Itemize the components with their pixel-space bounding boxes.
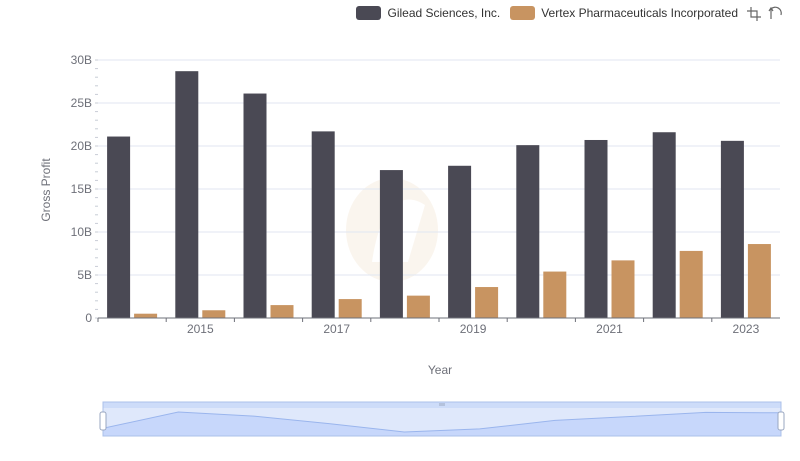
- data-zoom-right-handle[interactable]: [777, 411, 785, 431]
- legend-swatch-vertex: [510, 6, 536, 20]
- legend-label-vertex: Vertex Pharmaceuticals Incorporated: [541, 6, 738, 20]
- bar-gilead-2023[interactable]: [720, 140, 744, 318]
- x-tick-label: 2023: [733, 322, 760, 336]
- data-zoom-move-handle-icon[interactable]: [439, 403, 445, 406]
- bar-series: [107, 71, 771, 319]
- bar-vertex-2023[interactable]: [747, 244, 771, 318]
- zoom-icon[interactable]: [746, 6, 762, 22]
- y-tick-label: 10B: [71, 225, 92, 239]
- bar-vertex-2017[interactable]: [338, 299, 362, 318]
- legend-swatch-gilead: [356, 6, 382, 20]
- bar-vertex-2014[interactable]: [134, 313, 158, 318]
- bar-gilead-2019[interactable]: [448, 165, 472, 318]
- bar-vertex-2015[interactable]: [202, 310, 226, 318]
- bar-gilead-2017[interactable]: [311, 131, 335, 318]
- data-zoom-slider[interactable]: [99, 401, 785, 437]
- y-gridlines: [98, 59, 780, 276]
- legend-item-gilead[interactable]: Gilead Sciences, Inc.: [356, 6, 500, 20]
- toolbox: [746, 6, 784, 22]
- bar-gilead-2018[interactable]: [379, 170, 403, 318]
- x-tick-label: 2015: [187, 322, 214, 336]
- x-tick-label: 2019: [460, 322, 487, 336]
- legend-item-vertex[interactable]: Vertex Pharmaceuticals Incorporated: [510, 6, 738, 20]
- x-tick-labels: 2015 2017 2019 2021 2023: [187, 322, 760, 336]
- data-zoom-selection[interactable]: [102, 401, 782, 437]
- legend-label-gilead: Gilead Sciences, Inc.: [387, 6, 501, 20]
- y-tick-label: 25B: [71, 96, 92, 110]
- x-tick-label: 2021: [596, 322, 623, 336]
- bar-gilead-2021[interactable]: [584, 139, 608, 318]
- bar-vertex-2018[interactable]: [406, 295, 430, 318]
- bar-vertex-2022[interactable]: [679, 250, 703, 318]
- bar-vertex-2020[interactable]: [543, 271, 567, 318]
- data-zoom-left-handle[interactable]: [99, 411, 107, 431]
- bar-gilead-2020[interactable]: [516, 145, 540, 318]
- bar-gilead-2015[interactable]: [175, 71, 199, 319]
- axes: [95, 59, 780, 322]
- y-tick-label: 15B: [71, 182, 92, 196]
- bar-vertex-2019[interactable]: [475, 287, 499, 318]
- y-tick-label: 20B: [71, 139, 92, 153]
- zoom-reset-icon[interactable]: [768, 6, 784, 22]
- x-tick-label: 2017: [323, 322, 350, 336]
- bar-gilead-2014[interactable]: [107, 136, 131, 318]
- bar-vertex-2016[interactable]: [270, 305, 294, 318]
- y-tick-label: 5B: [77, 268, 92, 282]
- x-axis-title: Year: [428, 363, 452, 377]
- legend: Gilead Sciences, Inc. Vertex Pharmaceuti…: [356, 4, 738, 22]
- bar-gilead-2022[interactable]: [652, 132, 676, 318]
- y-tick-label: 0: [85, 311, 92, 325]
- bar-vertex-2021[interactable]: [611, 260, 635, 318]
- bar-gilead-2016[interactable]: [243, 93, 267, 318]
- y-tick-label: 30B: [71, 53, 92, 67]
- y-axis-title: Gross Profit: [39, 158, 53, 222]
- y-tick-labels: 0 5B 10B 15B 20B 25B 30B: [71, 53, 93, 325]
